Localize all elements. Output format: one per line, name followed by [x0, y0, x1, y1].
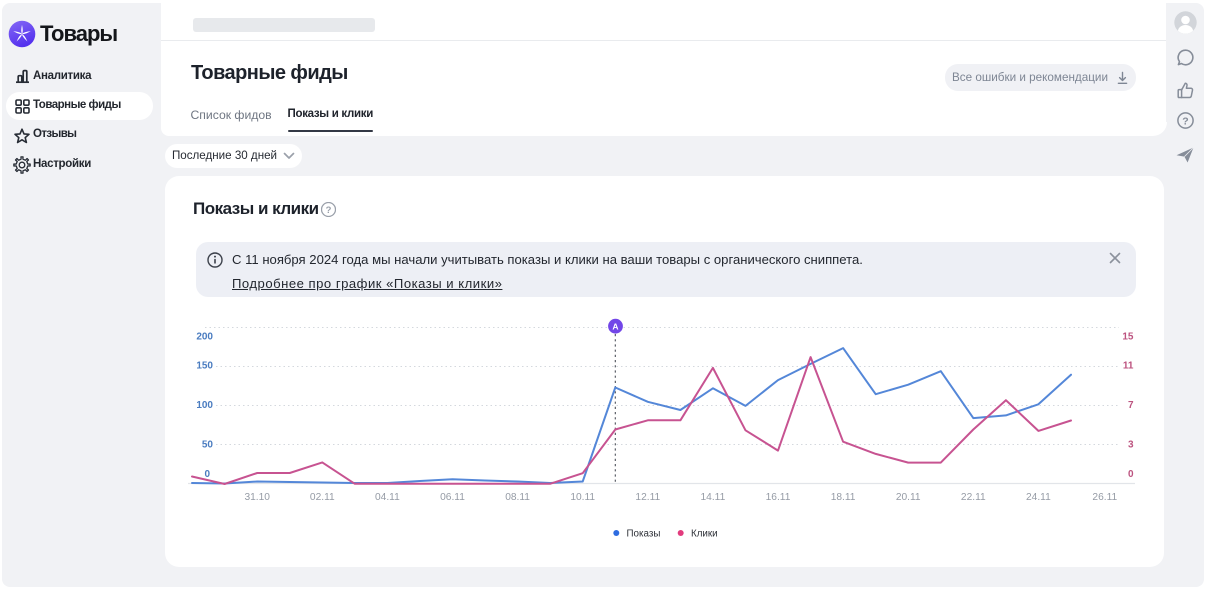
svg-text:18.11: 18.11 — [831, 492, 856, 503]
svg-text:100: 100 — [196, 400, 213, 411]
svg-text:15: 15 — [1122, 332, 1134, 343]
svg-text:31.10: 31.10 — [244, 492, 270, 503]
svg-text:0: 0 — [1128, 469, 1134, 480]
svg-text:14.11: 14.11 — [701, 492, 726, 503]
svg-text:Показы: Показы — [627, 529, 661, 540]
svg-text:?: ? — [1182, 115, 1188, 127]
svg-text:06.11: 06.11 — [440, 492, 465, 503]
svg-text:3: 3 — [1128, 440, 1134, 451]
svg-text:200: 200 — [196, 332, 213, 343]
svg-text:A: A — [612, 321, 618, 331]
svg-text:24.11: 24.11 — [1026, 492, 1051, 503]
svg-text:04.11: 04.11 — [375, 492, 400, 503]
svg-text:Клики: Клики — [691, 529, 718, 540]
svg-text:0: 0 — [204, 469, 210, 480]
svg-text:08.11: 08.11 — [505, 492, 530, 503]
svg-text:16.11: 16.11 — [766, 492, 791, 503]
svg-text:02.11: 02.11 — [310, 492, 335, 503]
svg-text:7: 7 — [1128, 400, 1134, 411]
svg-text:?: ? — [326, 205, 332, 216]
svg-text:10.11: 10.11 — [570, 492, 595, 503]
svg-text:150: 150 — [196, 361, 213, 372]
svg-text:22.11: 22.11 — [961, 492, 986, 503]
svg-text:20.11: 20.11 — [896, 492, 921, 503]
svg-text:26.11: 26.11 — [1092, 492, 1117, 503]
svg-text:12.11: 12.11 — [635, 492, 660, 503]
svg-text:11: 11 — [1123, 361, 1134, 372]
svg-text:50: 50 — [202, 440, 214, 451]
